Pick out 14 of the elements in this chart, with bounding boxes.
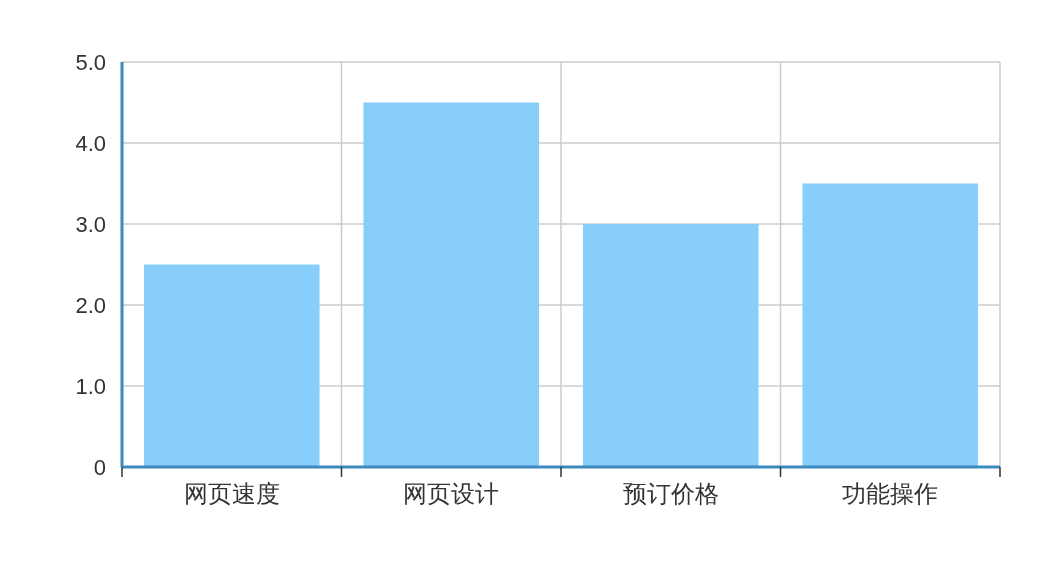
- y-tick-label: 4.0: [75, 130, 106, 156]
- bar: [802, 183, 979, 467]
- x-tick-label: 功能操作: [842, 480, 939, 507]
- bar: [143, 264, 320, 467]
- y-tick-label: 5.0: [75, 49, 106, 75]
- x-tick-label: 网页速度: [183, 480, 280, 507]
- x-tick-label: 网页设计: [403, 480, 500, 507]
- y-tick-label: 0: [93, 454, 106, 480]
- y-tick-label: 1.0: [75, 373, 106, 399]
- y-tick-label: 3.0: [75, 211, 106, 237]
- bar: [582, 224, 759, 467]
- y-tick-label: 2.0: [75, 292, 106, 318]
- bar: [363, 102, 540, 467]
- x-tick-label: 预订价格: [622, 480, 719, 507]
